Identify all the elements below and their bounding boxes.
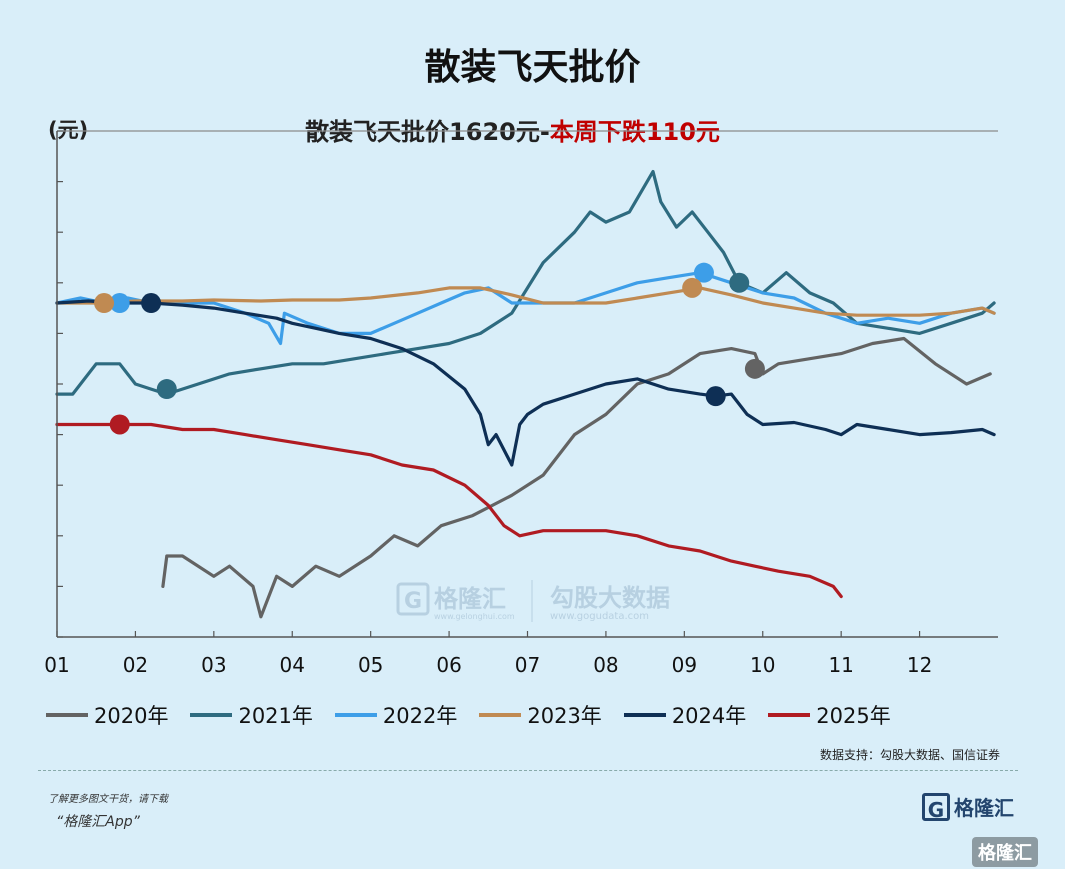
watermark-brand2: 勾股大数据 — [550, 584, 670, 612]
data-source: 数据支持：勾股大数据、国信证券 — [819, 748, 1000, 762]
legend-swatch — [479, 713, 522, 717]
legend-label: 2024年 — [671, 704, 747, 728]
line-chart: G 格隆汇 www.gelonghui.com 勾股大数据 www.goguda… — [44, 130, 998, 677]
x-tick-label: 01 — [44, 653, 69, 677]
legend-label: 2023年 — [527, 704, 602, 728]
legend-label: 2020年 — [94, 704, 169, 728]
legend-item: 2022年 — [334, 700, 458, 730]
legend-item: 2024年 — [623, 700, 747, 730]
watermark-brand2-url: www.gogudata.com — [550, 611, 649, 622]
series-line-2020年 — [161, 336, 992, 619]
watermark-badge: 格隆汇 — [972, 837, 1038, 867]
x-tick-label: 07 — [515, 653, 540, 677]
series-marker-2023年 — [682, 277, 703, 298]
legend-item: 2023年 — [479, 700, 602, 730]
x-tick-label: 11 — [828, 653, 853, 677]
legend-swatch — [334, 713, 377, 717]
subtitle-main: 散装飞天批价1620元- — [305, 118, 550, 146]
x-tick-label: 03 — [201, 653, 226, 677]
y-axis-unit-label: (元) — [48, 118, 89, 142]
series-marker-2021年 — [729, 272, 750, 293]
x-tick-label: 02 — [123, 653, 148, 677]
series-marker-2022年 — [109, 293, 130, 314]
chart-legend: 2020年 2021年 2022年 2023年 2024年 2025年 — [46, 700, 913, 730]
gelonghui-watermark-logo: G — [396, 582, 430, 616]
x-tick-label: 10 — [750, 653, 775, 677]
footer-divider — [38, 770, 1018, 771]
x-tick-label: 09 — [672, 653, 697, 677]
series-marker-2020年 — [744, 358, 765, 379]
subtitle-highlight: 本周下跌110元 — [549, 118, 720, 146]
series-line-2023年 — [55, 286, 996, 317]
series-layer — [55, 169, 996, 619]
legend-item: 2020年 — [46, 700, 168, 730]
chart-subtitle: 散装飞天批价1620元-本周下跌110元 — [0, 112, 1025, 147]
brand-name: 格隆汇 — [954, 796, 1014, 820]
legend-item: 2021年 — [190, 700, 313, 730]
series-marker-2023年 — [94, 293, 115, 314]
axes: 01 02 03 04 05 06 07 08 09 10 11 12 — [44, 130, 998, 677]
watermark-brand1: 格隆汇 — [434, 585, 506, 613]
promo-app-name: “格隆汇App” — [56, 814, 140, 830]
page-title: 散装飞天批价 — [424, 47, 641, 88]
x-tick-label: 04 — [280, 653, 305, 677]
legend-item: 2025年 — [768, 700, 891, 730]
x-tick-label: 08 — [593, 653, 618, 677]
series-marker-2022年 — [693, 262, 714, 283]
series-line-2021年 — [55, 169, 996, 396]
legend-label: 2022年 — [382, 704, 458, 728]
logo-g-icon: G — [922, 792, 950, 822]
legend-swatch — [768, 713, 811, 717]
legend-swatch — [46, 713, 88, 717]
series-marker-2025年 — [109, 414, 130, 435]
series-marker-2024年 — [141, 293, 162, 314]
promo-text: 了解更多图文干货，请下载 — [48, 794, 168, 805]
svg-text:G: G — [404, 589, 422, 614]
legend-label: 2025年 — [816, 704, 891, 728]
marker-layer — [94, 262, 765, 435]
legend-swatch — [623, 713, 666, 717]
watermark-brand1-url: www.gelonghui.com — [434, 612, 515, 621]
legend-swatch — [190, 713, 233, 717]
series-marker-2021年 — [156, 379, 177, 400]
watermark: G 格隆汇 www.gelonghui.com 勾股大数据 www.goguda… — [396, 580, 670, 622]
series-marker-2024年 — [705, 386, 726, 407]
x-tick-label: 12 — [907, 653, 932, 677]
x-tick-label: 05 — [358, 653, 383, 677]
legend-label: 2021年 — [238, 704, 313, 728]
series-line-2024年 — [55, 299, 996, 467]
brand-logo: G 格隆汇 — [922, 792, 1014, 822]
x-tick-label: 06 — [436, 653, 461, 677]
series-line-2025年 — [55, 422, 843, 599]
